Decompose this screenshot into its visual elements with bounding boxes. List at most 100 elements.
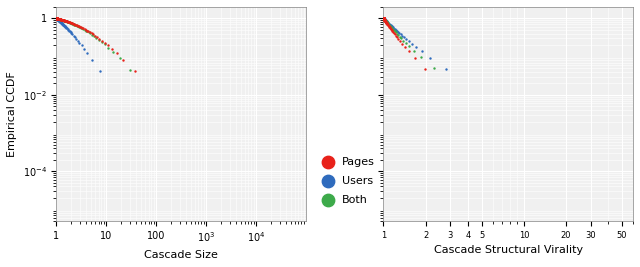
Users: [393, 30, 403, 34]
Users: [52, 17, 62, 21]
Both: [52, 17, 62, 21]
Pages: [381, 21, 392, 25]
Pages: [51, 16, 61, 21]
Pages: [378, 16, 388, 21]
Pages: [378, 17, 388, 21]
Pages: [51, 16, 61, 21]
Pages: [378, 16, 388, 21]
Pages: [378, 16, 388, 21]
Both: [51, 16, 61, 21]
Users: [52, 17, 62, 21]
Both: [378, 16, 388, 21]
Pages: [51, 16, 61, 21]
Pages: [381, 20, 391, 24]
Pages: [384, 25, 394, 29]
Both: [378, 16, 388, 21]
Users: [51, 16, 61, 21]
Users: [379, 17, 389, 21]
Pages: [57, 18, 67, 22]
Both: [57, 18, 67, 22]
Pages: [51, 16, 61, 21]
Both: [52, 17, 62, 21]
Pages: [51, 16, 61, 21]
Both: [51, 16, 61, 21]
Pages: [62, 19, 72, 23]
Pages: [52, 16, 62, 21]
Both: [378, 16, 388, 21]
Users: [379, 17, 389, 21]
Both: [51, 16, 61, 21]
Both: [52, 17, 62, 21]
Both: [380, 18, 390, 22]
Pages: [379, 17, 389, 22]
Both: [388, 28, 399, 33]
Pages: [52, 16, 62, 21]
Users: [51, 16, 61, 21]
Both: [51, 16, 61, 21]
Both: [378, 16, 388, 21]
Pages: [379, 18, 389, 22]
Both: [378, 16, 388, 21]
Users: [51, 16, 61, 21]
Pages: [58, 18, 68, 22]
Both: [52, 17, 63, 21]
Pages: [379, 17, 389, 21]
Users: [378, 16, 388, 21]
Both: [380, 18, 390, 22]
Both: [60, 18, 70, 23]
Users: [378, 16, 388, 21]
Users: [387, 24, 397, 28]
Pages: [68, 22, 79, 26]
Users: [52, 17, 62, 21]
Both: [69, 22, 79, 27]
Both: [378, 16, 388, 21]
Pages: [52, 16, 62, 21]
Both: [388, 28, 398, 32]
Users: [380, 18, 390, 22]
Both: [378, 16, 388, 21]
Both: [51, 16, 61, 21]
Users: [381, 19, 392, 24]
Pages: [52, 17, 63, 21]
Users: [51, 16, 61, 21]
Pages: [380, 18, 390, 22]
Pages: [378, 16, 388, 21]
Both: [378, 16, 388, 21]
Both: [52, 17, 63, 21]
Pages: [378, 16, 388, 21]
Users: [380, 18, 390, 22]
Both: [51, 16, 61, 21]
Pages: [51, 16, 61, 21]
Users: [378, 16, 388, 21]
Both: [52, 17, 63, 21]
Pages: [52, 17, 63, 21]
Users: [378, 16, 388, 21]
Both: [378, 16, 388, 21]
Users: [378, 16, 388, 21]
Both: [51, 16, 61, 21]
Users: [52, 17, 63, 22]
Pages: [378, 16, 388, 21]
Users: [379, 17, 389, 21]
Users: [52, 18, 63, 22]
Users: [378, 16, 388, 21]
Users: [392, 29, 402, 33]
Pages: [51, 16, 61, 21]
Both: [51, 16, 61, 21]
Pages: [380, 19, 390, 23]
Pages: [52, 17, 63, 21]
Pages: [378, 16, 388, 21]
Pages: [378, 16, 388, 21]
Users: [52, 17, 63, 22]
Both: [52, 17, 62, 21]
Pages: [54, 17, 65, 21]
Pages: [53, 17, 63, 21]
Pages: [379, 17, 389, 21]
Both: [378, 16, 388, 21]
Pages: [51, 16, 61, 21]
Both: [51, 16, 61, 21]
Users: [51, 16, 61, 21]
Both: [378, 16, 388, 21]
Pages: [378, 16, 388, 21]
Pages: [51, 16, 61, 21]
